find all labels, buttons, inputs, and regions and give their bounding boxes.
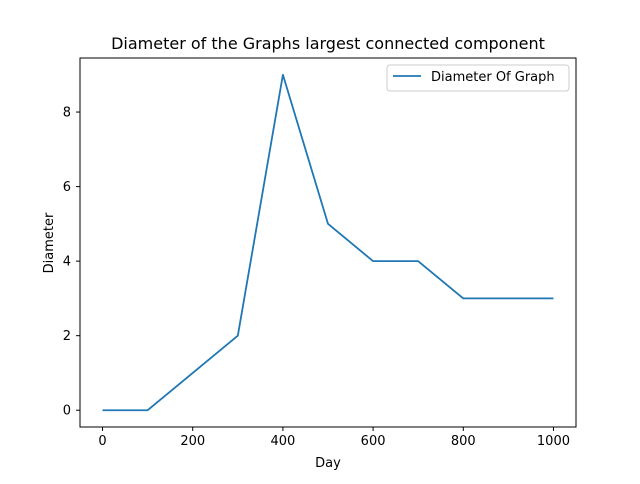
y-axis: 0 2 4 6 8: [63, 106, 80, 419]
y-tick-label: 6: [63, 180, 71, 195]
x-axis: 0 200 400 600 800 1000: [98, 427, 570, 449]
x-tick-label: 1000: [537, 434, 570, 449]
y-tick-label: 0: [63, 404, 71, 419]
x-tick-label: 800: [451, 434, 476, 449]
x-tick-label: 200: [180, 434, 205, 449]
legend-label: Diameter Of Graph: [431, 70, 555, 85]
y-tick-label: 4: [63, 255, 71, 270]
y-tick-label: 2: [63, 329, 71, 344]
plot-area: [79, 57, 577, 428]
x-tick-label: 400: [270, 434, 295, 449]
y-tick-label: 8: [63, 106, 71, 121]
series-line: [102, 73, 554, 412]
plot-frame: [79, 57, 577, 428]
x-tick-label: 0: [98, 434, 106, 449]
x-axis-label: Day: [315, 456, 341, 471]
series-layer: [102, 73, 554, 412]
legend-box: [386, 64, 570, 92]
legend: Diameter Of Graph: [386, 64, 570, 92]
y-axis-label: Diameter: [42, 212, 57, 273]
chart-title: Diameter of the Graphs largest connected…: [111, 34, 545, 53]
x-tick-label: 600: [361, 434, 386, 449]
